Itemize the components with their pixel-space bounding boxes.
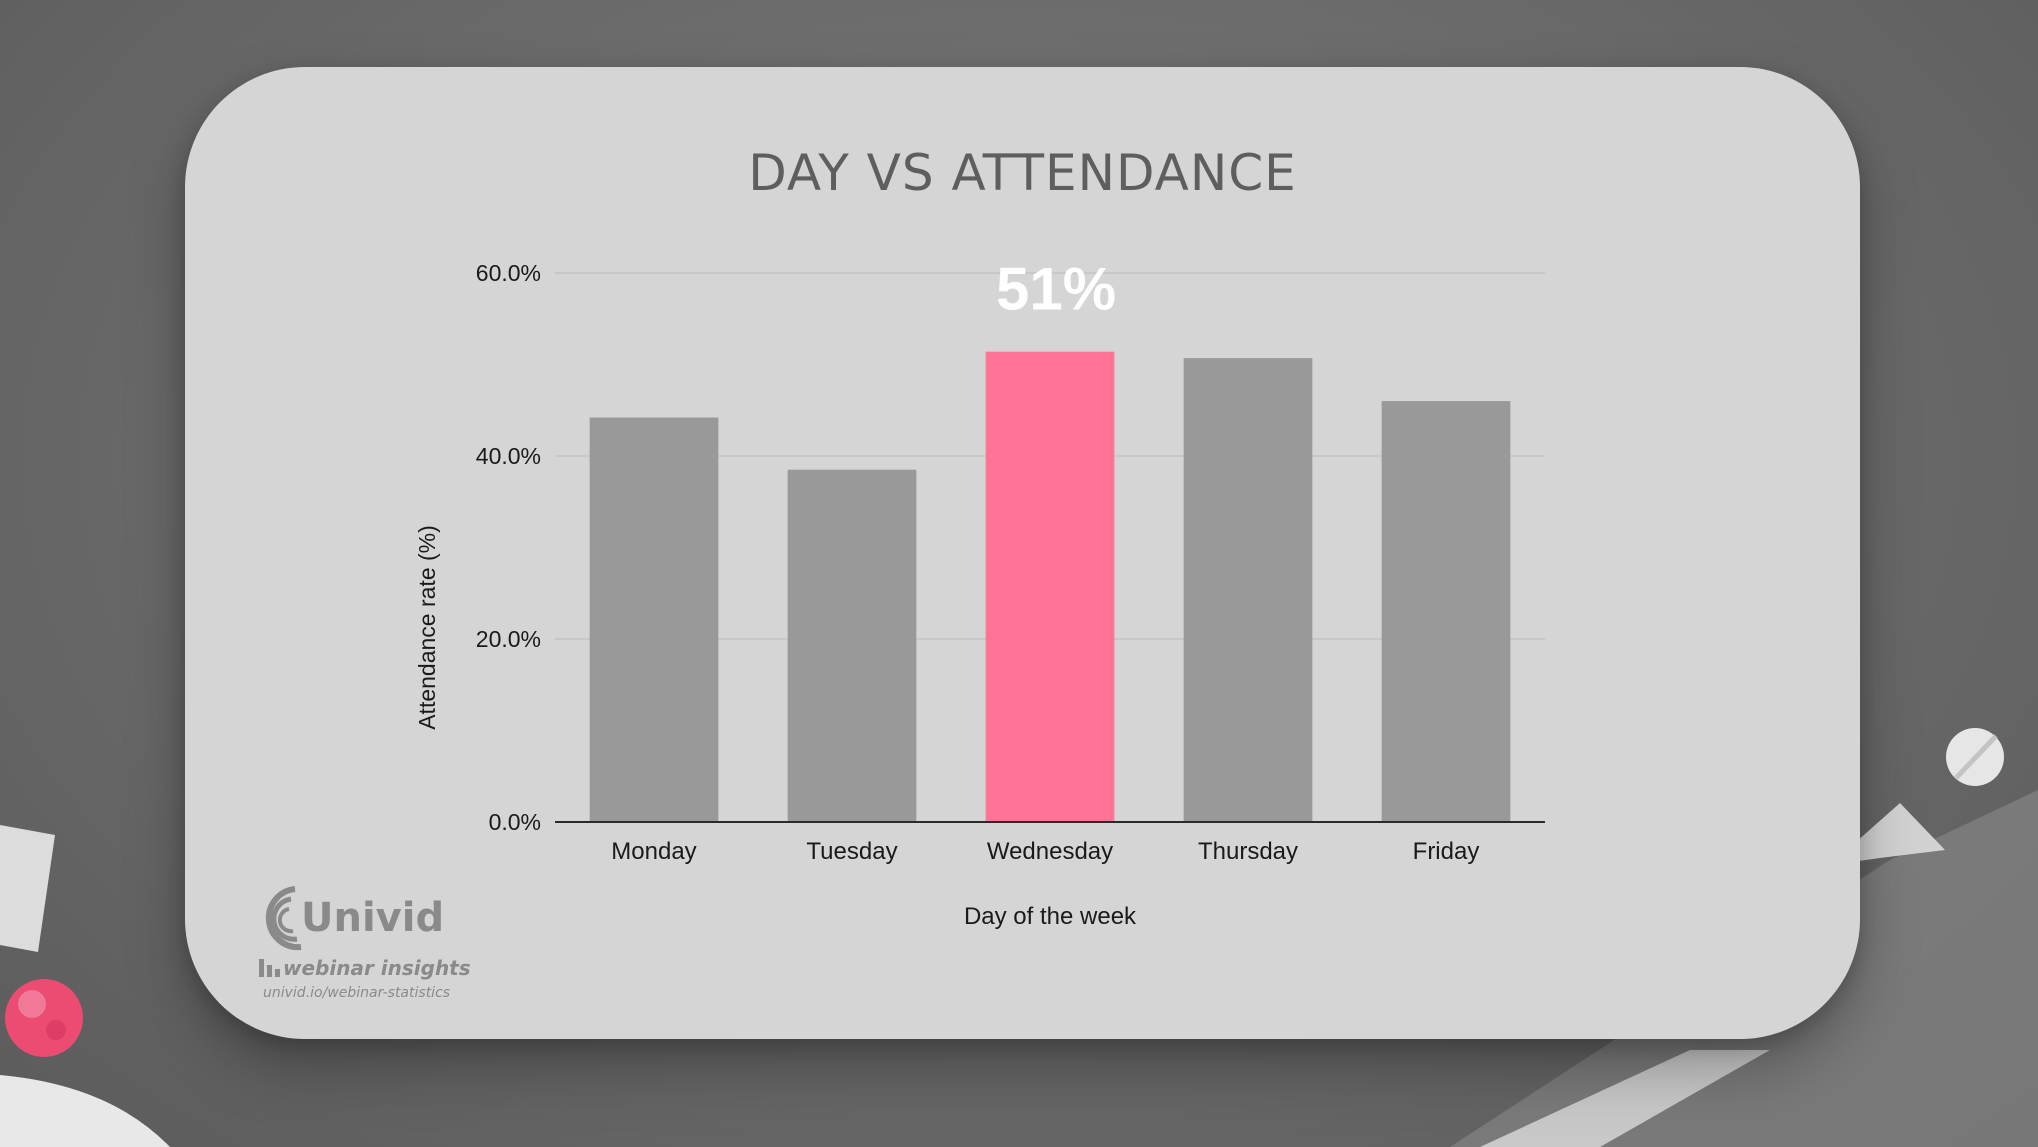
chart-title: DAY VS ATTENDANCE (748, 144, 1297, 202)
bar-monday (589, 417, 719, 822)
x-tick-label: Monday (611, 838, 696, 865)
bar-friday (1381, 401, 1511, 822)
logo-name: Univid (301, 895, 445, 941)
x-tick-label: Tuesday (806, 838, 897, 865)
x-tick-label: Thursday (1198, 838, 1298, 865)
x-tick-label: Wednesday (987, 838, 1113, 865)
chart-card: DAY VS ATTENDANCE 0.0% 20.0% 40.0% 60.0% Mon… (185, 67, 1860, 1039)
y-tick-label: 60.0% (476, 260, 541, 286)
highlight-data-label: 51% (996, 256, 1116, 323)
bar-chart: 0.0% 20.0% 40.0% 60.0% Monday Tuesday Wednesda… (414, 256, 1545, 930)
y-tick-label: 40.0% (476, 443, 541, 469)
bar-thursday (1183, 358, 1313, 822)
y-tick-label: 0.0% (489, 809, 541, 835)
logo-tagline: webinar insights (283, 956, 471, 980)
bar-wednesday (985, 351, 1115, 822)
x-axis-title: Day of the week (964, 903, 1137, 930)
bar-tuesday (787, 469, 917, 822)
x-tick-label: Friday (1413, 838, 1480, 865)
logo-url: univid.io/webinar-statistics (263, 985, 451, 1001)
y-axis-title: Attendance rate (%) (414, 525, 440, 730)
bar-chart-icon (259, 959, 280, 977)
y-tick-label: 20.0% (476, 626, 541, 652)
univid-swirl-icon (265, 886, 302, 951)
univid-logo: Univid webinar insights univid.io/webina… (251, 877, 511, 1017)
